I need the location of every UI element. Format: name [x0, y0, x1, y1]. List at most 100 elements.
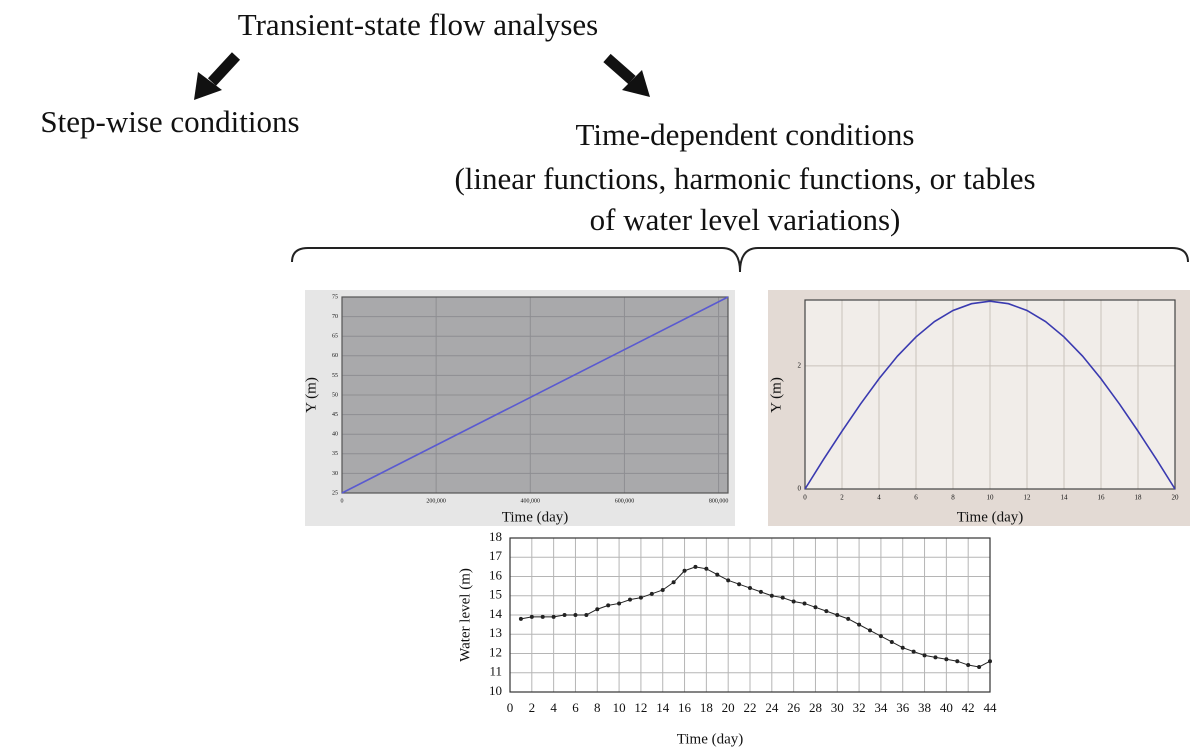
- x-tick-label: 44: [984, 700, 998, 715]
- y-tick-label: 75: [332, 294, 338, 300]
- y-tick-label: 40: [332, 432, 338, 438]
- data-point: [922, 653, 927, 658]
- x-tick-label: 16: [1098, 494, 1106, 502]
- y-tick-label: 2: [798, 361, 802, 369]
- x-tick-label: 2: [840, 494, 844, 502]
- x-tick-label: 32: [853, 700, 866, 715]
- x-tick-label: 14: [1061, 494, 1069, 502]
- data-point: [824, 609, 829, 614]
- data-line: [804, 300, 1176, 490]
- data-point: [835, 613, 840, 617]
- y-tick-label: 16: [489, 567, 503, 582]
- plot-border: [341, 296, 729, 494]
- y-tick-label: 14: [489, 606, 503, 621]
- data-point: [780, 595, 785, 600]
- data-point: [660, 587, 665, 592]
- right-label: of water level variations): [590, 202, 901, 237]
- arrow-right: [603, 53, 650, 97]
- data-point: [791, 599, 796, 604]
- x-tick-label: 10: [613, 700, 626, 715]
- x-axis-label: Time (day): [677, 731, 744, 747]
- y-tick-label: 30: [332, 471, 338, 477]
- arrow-left: [194, 52, 241, 100]
- y-tick-label: 12: [489, 644, 502, 659]
- data-point: [649, 591, 654, 596]
- x-tick-label: 20: [722, 700, 735, 715]
- y-axis-label: Y (m): [768, 377, 784, 413]
- y-tick-label: 50: [332, 392, 338, 398]
- x-tick-label: 22: [744, 700, 757, 715]
- data-point: [518, 616, 523, 621]
- data-point: [562, 613, 567, 617]
- x-tick-label: 10: [987, 494, 995, 502]
- data-point: [628, 597, 632, 602]
- x-tick-label: 0: [341, 499, 344, 505]
- data-point: [857, 622, 862, 627]
- data-point: [966, 663, 971, 668]
- x-tick-label: 18: [1135, 494, 1143, 502]
- x-tick-label: 42: [962, 700, 975, 715]
- x-tick-label: 34: [874, 700, 888, 715]
- x-tick-label: 200,000: [426, 499, 446, 505]
- data-point: [726, 578, 731, 583]
- x-tick-label: 26: [787, 700, 801, 715]
- x-tick-label: 16: [678, 700, 692, 715]
- x-tick-label: 0: [803, 494, 807, 502]
- data-point: [911, 649, 916, 654]
- y-tick-label: 70: [332, 314, 338, 320]
- data-point: [551, 614, 556, 619]
- right-label: (linear functions, harmonic functions, o…: [454, 161, 1035, 196]
- data-point: [977, 664, 982, 669]
- x-axis-label: Time (day): [957, 509, 1024, 525]
- data-point: [584, 613, 589, 617]
- data-point: [878, 634, 883, 639]
- left-label: Step-wise conditions: [40, 104, 299, 139]
- data-point: [802, 601, 807, 606]
- title: Transient-state flow analyses: [238, 7, 598, 42]
- data-point: [955, 659, 960, 664]
- x-tick-label: 600,000: [615, 499, 635, 505]
- y-tick-label: 35: [332, 451, 338, 457]
- data-point: [606, 603, 611, 608]
- x-tick-label: 18: [700, 700, 713, 715]
- x-tick-label: 4: [550, 700, 557, 715]
- data-point: [868, 628, 872, 633]
- data-point: [573, 613, 578, 617]
- data-point: [813, 605, 818, 610]
- x-tick-label: 800,000: [709, 499, 729, 505]
- x-tick-label: 24: [765, 700, 779, 715]
- x-tick-label: 14: [656, 700, 670, 715]
- data-point: [988, 659, 992, 664]
- data-point: [595, 607, 600, 612]
- data-point: [737, 582, 742, 587]
- data-point: [704, 566, 709, 571]
- x-tick-label: 36: [896, 700, 910, 715]
- data-point: [769, 593, 774, 598]
- data-point: [846, 616, 851, 621]
- y-tick-label: 45: [332, 412, 338, 418]
- data-point: [682, 568, 687, 573]
- y-tick-label: 0: [798, 485, 802, 493]
- y-axis-label: Y (m): [303, 377, 319, 413]
- data-point: [540, 614, 545, 619]
- data-point: [889, 639, 894, 644]
- data-point: [758, 589, 763, 594]
- y-tick-label: 10: [489, 683, 502, 698]
- right-label: Time-dependent conditions: [576, 117, 915, 152]
- y-tick-label: 18: [489, 529, 502, 544]
- x-axis-label: Time (day): [502, 509, 569, 525]
- x-tick-label: 400,000: [521, 499, 541, 505]
- data-point: [933, 655, 938, 660]
- data-line: [341, 296, 729, 494]
- x-tick-label: 2: [529, 700, 536, 715]
- x-tick-label: 6: [914, 494, 918, 502]
- brace: [291, 247, 1189, 273]
- x-tick-label: 40: [940, 700, 953, 715]
- plot-border: [509, 537, 991, 693]
- y-axis-label: Water level (m): [457, 568, 473, 662]
- x-tick-label: 30: [831, 700, 844, 715]
- x-tick-label: 4: [877, 494, 881, 502]
- y-tick-label: 65: [332, 334, 338, 340]
- x-tick-label: 20: [1172, 494, 1180, 502]
